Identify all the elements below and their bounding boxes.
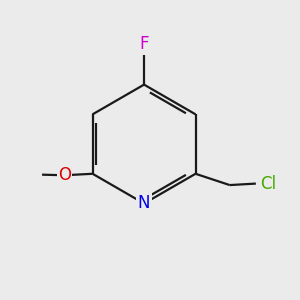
Text: N: N bbox=[138, 194, 150, 212]
Text: Cl: Cl bbox=[260, 175, 277, 193]
Text: F: F bbox=[139, 35, 149, 53]
Text: O: O bbox=[58, 166, 71, 184]
